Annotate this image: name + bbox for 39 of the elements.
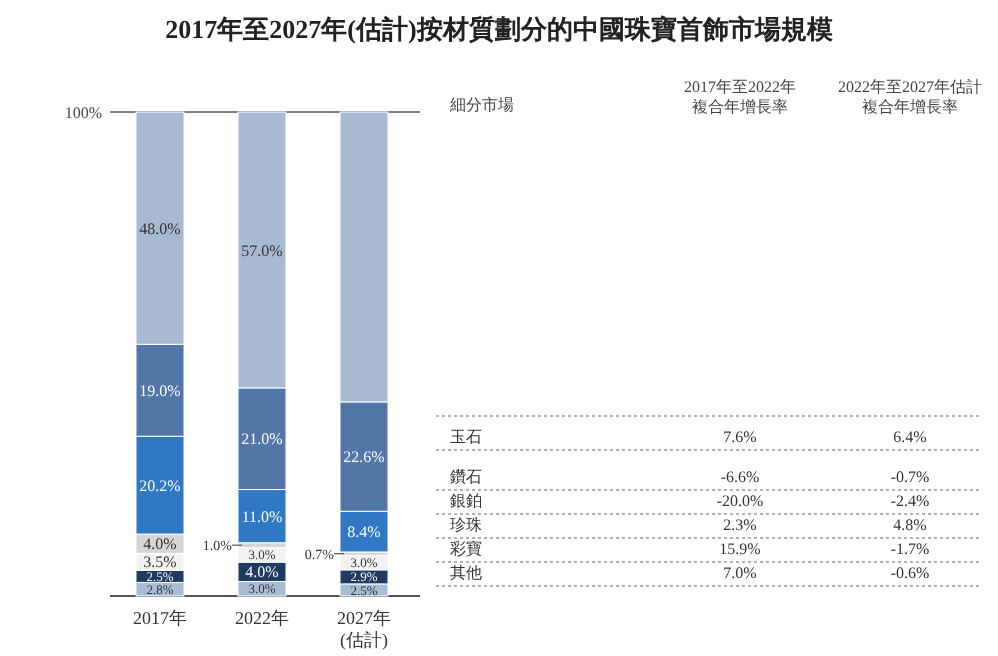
text: 複合年增長率 [692, 98, 788, 116]
text: 鑽石 [450, 468, 482, 486]
data-label: 11.0% [241, 507, 284, 526]
data-label: 4.0% [245, 563, 280, 582]
x-tick-label: 2022年 [235, 608, 289, 628]
data-label: 3.5% [143, 553, 178, 572]
text: 2017年至2022年 [684, 78, 796, 96]
text: 彩寶 [450, 540, 482, 558]
data-label: 8.4% [347, 523, 382, 542]
data-label: 22.6% [343, 448, 386, 467]
text: -0.6% [890, 564, 930, 582]
text: -2.4% [890, 492, 930, 510]
text: 複合年增長率 [862, 98, 958, 116]
text: 15.9% [719, 540, 762, 558]
text: 7.0% [723, 564, 758, 582]
text: 其他 [450, 564, 482, 582]
text: 2017年至2027年(估計)按材質劃分的中國珠寶首飾市場規模 [165, 14, 833, 44]
text: -6.6% [720, 468, 760, 486]
text: 4.8% [893, 516, 928, 534]
text: 珍珠 [450, 516, 482, 534]
text: -0.7% [890, 468, 930, 486]
x-tick-label: 2017年 [133, 608, 187, 628]
text: 6.4% [893, 428, 928, 446]
text: 2.3% [723, 516, 758, 534]
data-label: 48.0% [139, 219, 182, 238]
data-label: 57.0% [241, 241, 284, 260]
text: 細分市場 [448, 96, 514, 114]
data-label: 21.0% [241, 430, 284, 449]
text: 玉石 [450, 428, 482, 446]
text: -1.7% [890, 540, 930, 558]
data-label: 4.0% [143, 535, 178, 554]
x-tick-label: 2027年 (估計) [337, 608, 391, 650]
text: 銀鉑 [450, 492, 482, 510]
text: 2022年至2027年估計 [838, 78, 982, 96]
text: 7.6% [723, 428, 758, 446]
y-tick-label: 100% [64, 104, 103, 122]
data-label: 20.2% [139, 476, 182, 495]
data-label: 19.0% [139, 381, 182, 400]
text: -20.0% [716, 492, 764, 510]
